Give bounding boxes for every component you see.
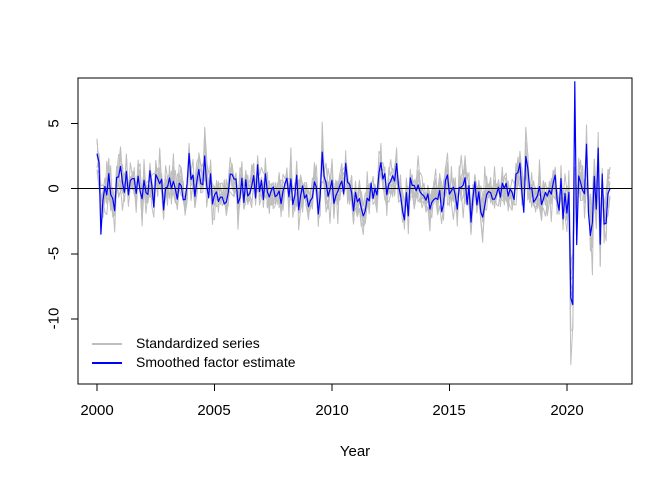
y-tick-label-0: 0	[45, 184, 63, 193]
x-tick-label-2000: 2000	[80, 402, 114, 419]
y-tick-label-neg5: -5	[45, 246, 63, 261]
x-tick-label-2020: 2020	[550, 402, 584, 419]
y-tick-label-neg10: -10	[45, 307, 63, 330]
x-tick-label-2005: 2005	[197, 402, 231, 419]
legend-label-standardized-series: Standardized series	[136, 335, 260, 351]
x-tick-label-2015: 2015	[432, 402, 466, 419]
chart-legend: Standardized series Smoothed factor esti…	[92, 334, 296, 372]
legend-item-smoothed-factor: Smoothed factor estimate	[92, 353, 296, 372]
legend-line-blue-icon	[92, 361, 122, 364]
legend-item-standardized-series: Standardized series	[92, 334, 296, 353]
legend-line-gray-icon	[92, 342, 122, 345]
x-tick-label-2010: 2010	[315, 402, 349, 419]
legend-label-smoothed-factor: Smoothed factor estimate	[136, 354, 296, 370]
x-axis-title: Year	[339, 443, 371, 460]
y-tick-label-5: 5	[45, 119, 63, 128]
